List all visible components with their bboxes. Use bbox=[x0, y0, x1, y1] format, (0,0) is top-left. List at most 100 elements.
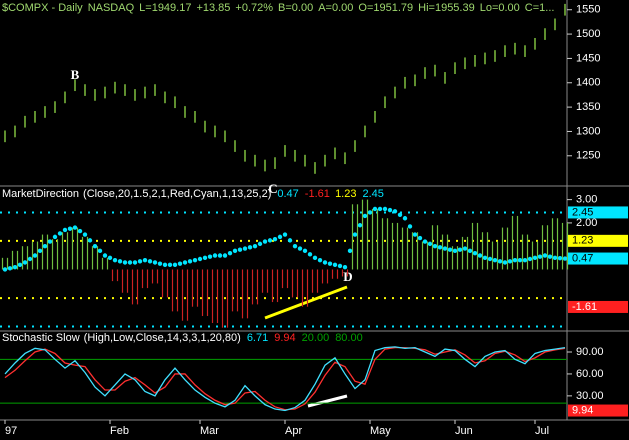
direction-dot bbox=[457, 247, 463, 252]
direction-dot bbox=[57, 231, 63, 236]
direction-dot bbox=[222, 253, 228, 258]
direction-dot bbox=[172, 262, 178, 268]
direction-dot bbox=[137, 259, 143, 264]
direction-dot bbox=[232, 248, 238, 254]
readout: 1.23 bbox=[335, 188, 356, 200]
direction-dot bbox=[32, 253, 38, 258]
direction-dot bbox=[257, 241, 263, 247]
readout: 0.47 bbox=[277, 188, 298, 200]
x-tick-label: Mar bbox=[200, 425, 219, 437]
direction-dot bbox=[292, 243, 298, 249]
direction-dot bbox=[377, 206, 383, 212]
direction-dot bbox=[97, 248, 103, 254]
direction-dot bbox=[542, 253, 548, 258]
header-item: +13.85 bbox=[196, 2, 230, 14]
direction-dot bbox=[277, 234, 283, 240]
direction-dot bbox=[52, 234, 58, 240]
header-item: +0.72% bbox=[235, 2, 273, 14]
direction-dot bbox=[402, 216, 408, 221]
value-box bbox=[568, 404, 628, 417]
direction-dot bbox=[317, 257, 323, 263]
direction-dot bbox=[67, 226, 73, 231]
direction-dot bbox=[397, 212, 403, 217]
direction-dot bbox=[252, 243, 258, 249]
direction-dot bbox=[447, 247, 453, 252]
value-box bbox=[568, 252, 628, 265]
panel-params: (Close,20,1.5,2,1,Red,Cyan,1,13,25,2) bbox=[83, 188, 271, 200]
direction-dot bbox=[117, 259, 123, 264]
y-tick-label: 1250 bbox=[576, 150, 600, 162]
direction-dot bbox=[487, 256, 493, 262]
direction-dot bbox=[27, 256, 33, 262]
direction-dot bbox=[462, 246, 468, 251]
direction-dot bbox=[127, 260, 133, 265]
x-tick-label: 97 bbox=[5, 425, 17, 437]
direction-dot bbox=[267, 238, 273, 243]
direction-dot bbox=[227, 250, 233, 256]
direction-dot bbox=[552, 255, 558, 261]
header-item: A=0.00 bbox=[318, 2, 353, 14]
value-box-label: 0.47 bbox=[572, 252, 593, 264]
direction-dot bbox=[512, 257, 518, 263]
trend-line bbox=[264, 285, 348, 320]
direction-dot bbox=[37, 248, 43, 254]
value-box bbox=[568, 206, 628, 219]
direction-dot bbox=[502, 260, 508, 265]
direction-dot bbox=[437, 245, 443, 250]
y-tick-label: 60.00 bbox=[576, 368, 604, 380]
direction-dot bbox=[187, 259, 193, 264]
direction-dot bbox=[62, 227, 68, 233]
direction-dot bbox=[282, 232, 288, 237]
direction-dot bbox=[442, 246, 448, 251]
direction-dot bbox=[342, 264, 348, 270]
direction-dot bbox=[77, 228, 83, 234]
direction-dot bbox=[367, 210, 373, 215]
panel-header: MarketDirection (Close,20,1.5,2,1,Red,Cya… bbox=[2, 188, 384, 200]
direction-dot bbox=[312, 255, 318, 261]
direction-dot bbox=[392, 209, 398, 214]
direction-dot bbox=[212, 253, 218, 258]
y-tick-label: 3.00 bbox=[576, 194, 597, 206]
direction-dot bbox=[147, 259, 153, 264]
direction-dot bbox=[197, 256, 203, 262]
value-box-label: 9.94 bbox=[572, 404, 593, 416]
y-tick-label: 2.00 bbox=[576, 217, 597, 229]
direction-dot bbox=[357, 223, 363, 228]
readout: -1.61 bbox=[305, 188, 330, 200]
direction-dot bbox=[132, 260, 138, 265]
y-tick-label: 1550 bbox=[576, 4, 600, 16]
direction-dot bbox=[112, 257, 118, 263]
annotation: D bbox=[343, 269, 352, 284]
direction-dot bbox=[182, 260, 188, 265]
readout: 20.00 bbox=[302, 332, 330, 344]
direction-dot bbox=[557, 255, 563, 261]
x-tick-label: Jun bbox=[455, 425, 473, 437]
direction-dot bbox=[532, 255, 538, 261]
x-tick-label: Jul bbox=[535, 425, 549, 437]
direction-dot bbox=[307, 252, 313, 257]
direction-dot bbox=[362, 213, 368, 219]
direction-dot bbox=[162, 262, 168, 268]
stoch-d-line bbox=[4, 346, 566, 411]
header-item: NASDAQ bbox=[88, 2, 135, 14]
direction-dot bbox=[192, 257, 198, 263]
direction-dot bbox=[327, 261, 333, 266]
direction-dot bbox=[467, 248, 473, 254]
y-tick-label: 1350 bbox=[576, 101, 600, 113]
annotation: C bbox=[268, 181, 277, 196]
trend-line bbox=[307, 394, 348, 408]
header-item: Lo=0.00 bbox=[480, 2, 520, 14]
panel-title: MarketDirection bbox=[2, 188, 79, 200]
readout: 2.45 bbox=[362, 188, 383, 200]
header-item: C=1... bbox=[525, 2, 555, 14]
direction-dot bbox=[547, 254, 553, 259]
direction-dot bbox=[107, 255, 113, 261]
header-item: L=1949.17 bbox=[139, 2, 191, 14]
direction-dot bbox=[72, 225, 78, 230]
direction-dot bbox=[82, 232, 88, 237]
panel-title: Stochastic Slow bbox=[2, 332, 80, 344]
direction-dot bbox=[352, 232, 358, 237]
direction-dot bbox=[242, 246, 248, 251]
direction-dot bbox=[517, 257, 523, 263]
